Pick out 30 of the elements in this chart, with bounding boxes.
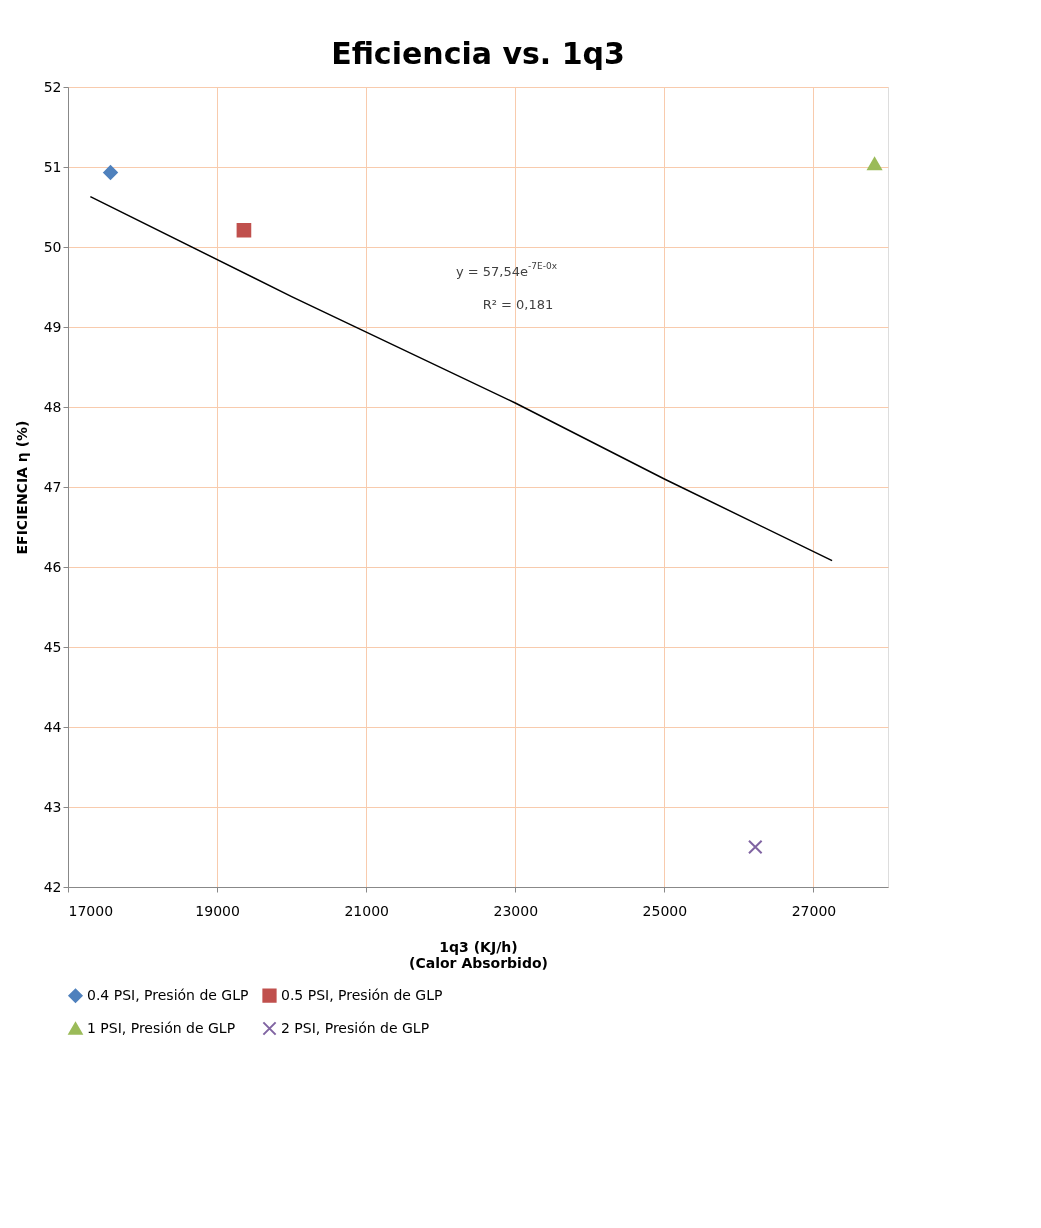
point [103,165,118,180]
point [747,839,763,855]
y-axis-title: EFICIENCIA η (%) [13,420,30,555]
x-tick-label: 23000 [493,902,539,919]
point [867,157,882,171]
legend-label: 0.5 PSI, Presión de GLP [281,986,443,1003]
y-tick-label: 49 [43,318,62,335]
legend-label: 1 PSI, Presión de GLP [87,1019,236,1036]
y-tick-label: 50 [43,238,62,255]
annotation: R² = 0,181 [482,297,554,312]
x-tick-label: 17000 [68,902,114,919]
y-tick-label: 42 [43,878,62,895]
x-axis-title: 1q3 (KJ/h) (Calor Absorbido) [409,938,548,971]
x-tick-label: 21000 [344,902,389,919]
y-tick-label: 45 [43,638,62,655]
y-tick-label: 44 [43,718,62,735]
x-tick-label: 19000 [195,902,240,919]
chart-title: Eficiencia vs. 1q3 [331,36,625,71]
y-tick-label: 43 [43,798,62,815]
y-tick-label: 48 [43,398,62,415]
point [236,222,252,238]
line-series [89,195,833,562]
y-tick-label: 46 [43,558,62,575]
y-tick-label: 51 [43,158,62,175]
legend-label: 0.4 PSI, Presión de GLP [87,986,249,1003]
legend-label: 2 PSI, Presión de GLP [281,1019,430,1036]
x-tick-label: 27000 [791,902,837,919]
y-tick-label: 52 [43,78,62,95]
x-tick-label: 25000 [642,902,688,919]
y-tick-label: 47 [43,478,62,495]
